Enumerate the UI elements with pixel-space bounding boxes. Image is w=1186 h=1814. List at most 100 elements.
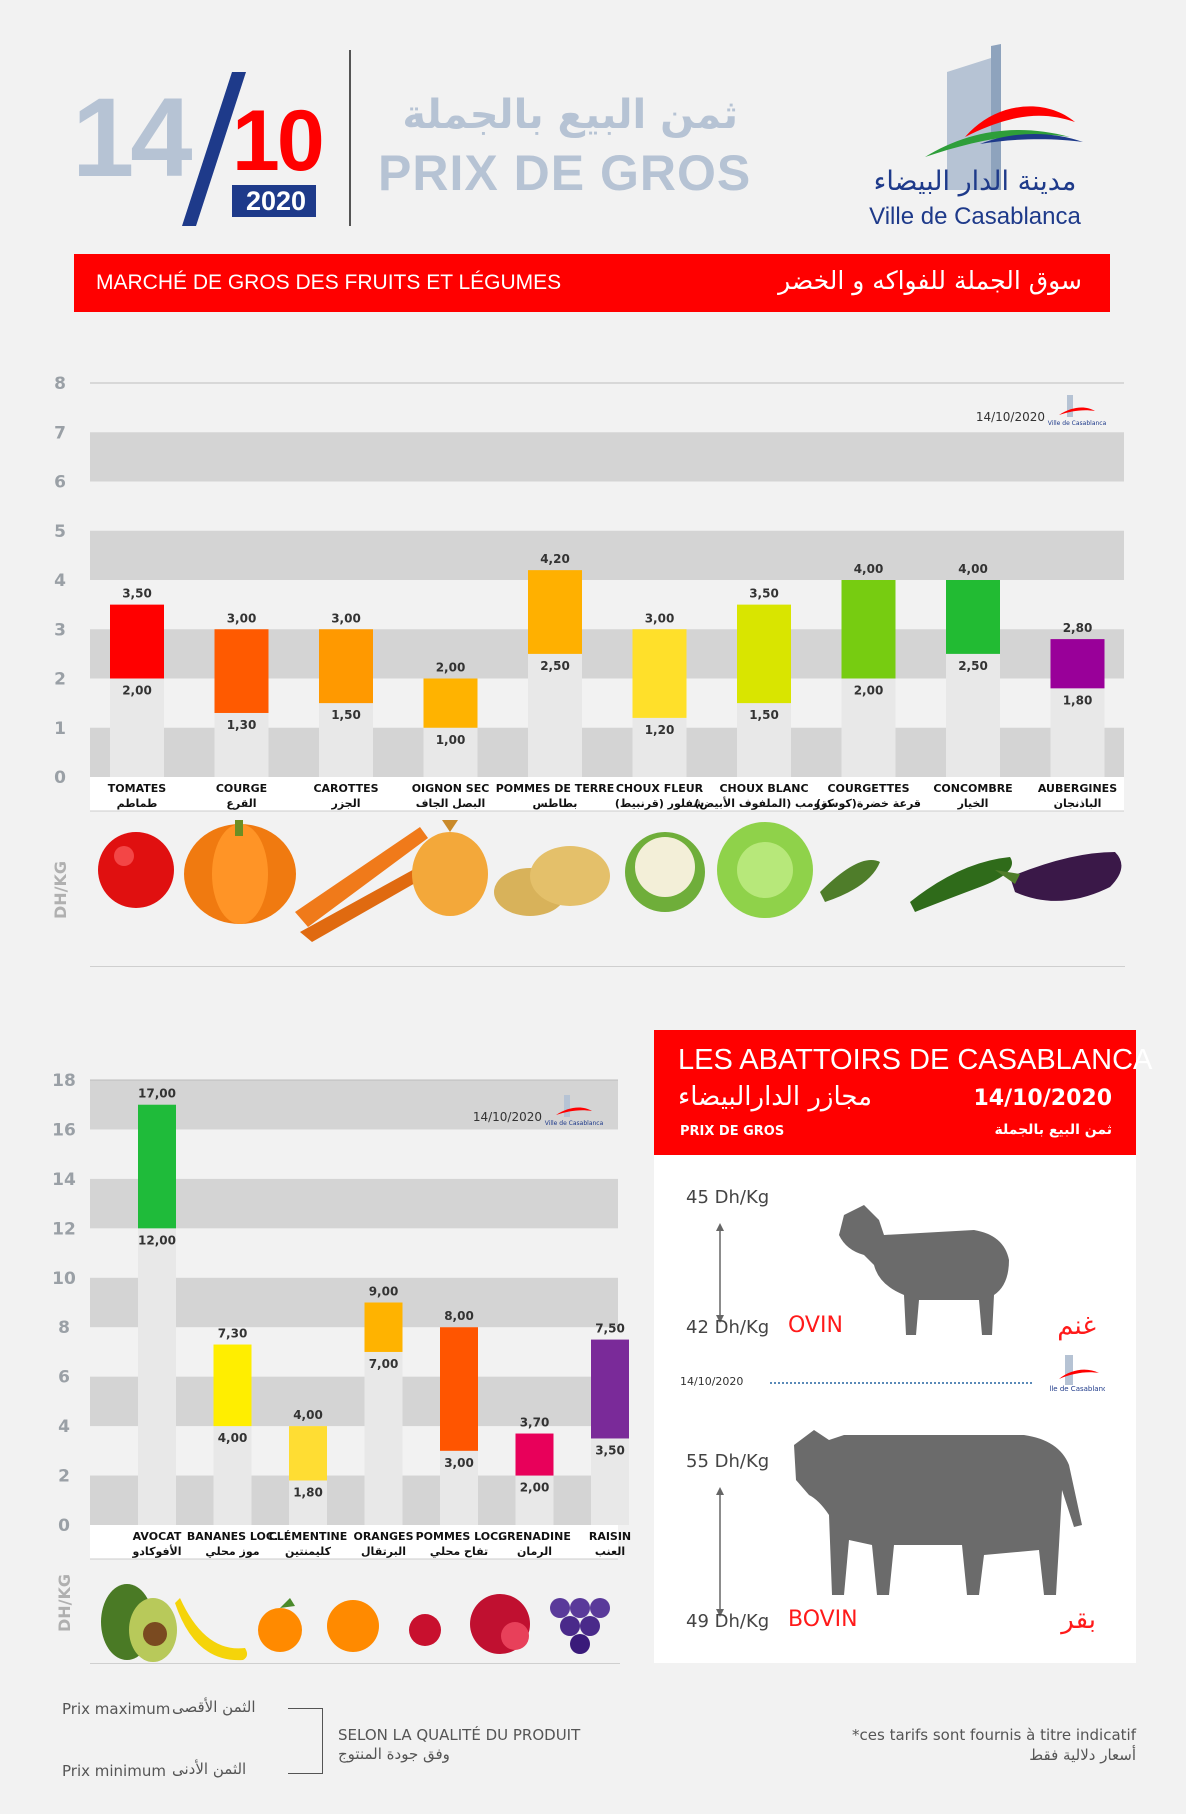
max-price-label: 4,00 bbox=[854, 562, 884, 576]
apple-icon bbox=[409, 1614, 441, 1646]
date-day: 14 bbox=[72, 75, 193, 200]
category-label-ar: العنب bbox=[595, 1545, 625, 1558]
price-range-bar bbox=[289, 1426, 327, 1481]
min-price-bar bbox=[515, 1475, 554, 1525]
fruit-images bbox=[101, 1584, 610, 1662]
min-price-bar bbox=[946, 653, 1000, 777]
max-price-label: 7,50 bbox=[595, 1322, 625, 1336]
min-price-bar bbox=[1050, 688, 1105, 777]
category-label-ar: البصل الجاف bbox=[416, 797, 486, 810]
svg-text:Ville de Casablanca: Ville de Casablanca bbox=[1049, 1385, 1105, 1393]
bovin-range-arrow-icon bbox=[716, 1487, 724, 1617]
bovin-name-ar: بقر bbox=[1061, 1605, 1096, 1635]
min-price-bar bbox=[138, 1228, 176, 1525]
category-label-fr: POMMES DE TERRE bbox=[496, 782, 615, 795]
category-label-ar: الرمان bbox=[517, 1545, 552, 1558]
category-label-fr: GRENADINE bbox=[498, 1530, 571, 1543]
category-label-ar: تفاح محلي bbox=[430, 1545, 488, 1558]
zucchini-icon bbox=[820, 860, 880, 902]
grid-band bbox=[90, 530, 1124, 580]
min-price-label: 1,80 bbox=[293, 1486, 323, 1500]
category-label-ar: الخيار bbox=[957, 797, 989, 810]
min-price-label: 12,00 bbox=[138, 1233, 176, 1247]
chart-date: 14/10/2020 bbox=[473, 1110, 542, 1124]
banana-icon bbox=[175, 1598, 248, 1661]
separator-date: 14/10/2020 bbox=[680, 1375, 744, 1388]
tomato-icon bbox=[98, 832, 174, 908]
min-price-label: 3,50 bbox=[595, 1443, 625, 1457]
grid-band bbox=[90, 1080, 618, 1130]
legend-max-fr: Prix maximum bbox=[62, 1700, 171, 1718]
legend-quality-fr: SELON LA QUALITÉ DU PRODUIT bbox=[338, 1726, 581, 1744]
ovin-min-price: 42 Dh/Kg bbox=[686, 1317, 770, 1338]
max-price-label: 8,00 bbox=[444, 1309, 474, 1323]
min-price-label: 2,00 bbox=[122, 684, 152, 698]
y-tick-label: 4 bbox=[58, 1417, 70, 1437]
min-price-label: 1,30 bbox=[227, 718, 257, 732]
category-label-fr: TOMATES bbox=[108, 782, 166, 795]
min-price-bar bbox=[110, 678, 164, 777]
category-label-fr: RAISIN bbox=[589, 1530, 631, 1543]
category-strip bbox=[90, 777, 1124, 811]
ovin-name-fr: OVIN bbox=[788, 1313, 843, 1338]
y-tick-label: 18 bbox=[52, 1071, 76, 1091]
min-price-label: 1,50 bbox=[749, 708, 779, 722]
category-label-ar: الجزر bbox=[330, 797, 360, 810]
category-label-fr: BANANES LOC. bbox=[187, 1530, 278, 1543]
legend-max-ar: الثمن الأقصى bbox=[172, 1698, 256, 1716]
y-unit-label: DH/KG bbox=[55, 1574, 74, 1632]
max-price-label: 3,00 bbox=[331, 611, 361, 625]
y-tick-label: 12 bbox=[52, 1219, 76, 1239]
category-label-fr: AVOCAT bbox=[133, 1530, 182, 1543]
max-price-label: 9,00 bbox=[369, 1285, 399, 1299]
date-month: 10 bbox=[232, 93, 325, 189]
chart-date: 14/10/2020 bbox=[976, 410, 1045, 424]
min-price-label: 2,50 bbox=[958, 659, 988, 673]
min-price-bar bbox=[213, 1426, 252, 1525]
y-tick-label: 2 bbox=[54, 670, 66, 690]
bovin-min-price: 49 Dh/Kg bbox=[686, 1611, 770, 1632]
price-range-bar bbox=[528, 570, 582, 654]
logo-tower bbox=[564, 1095, 570, 1117]
min-price-bar bbox=[528, 653, 582, 777]
fruit-section-bottom-rule bbox=[90, 1663, 620, 1664]
price-range-bar bbox=[440, 1327, 478, 1451]
bovin-name-fr: BOVIN bbox=[788, 1607, 858, 1632]
category-label-fr: CHOUX BLANC bbox=[719, 782, 808, 795]
y-tick-label: 8 bbox=[58, 1318, 70, 1338]
price-range-bar bbox=[213, 1344, 252, 1427]
y-tick-label: 0 bbox=[58, 1516, 70, 1536]
pomegranate-icon bbox=[470, 1594, 530, 1654]
min-price-label: 2,00 bbox=[854, 684, 884, 698]
category-label-ar: الأفوكادو bbox=[131, 1544, 181, 1558]
price-range-bar bbox=[515, 1433, 554, 1476]
min-price-bar bbox=[423, 727, 478, 777]
vegetable-price-chart: 0 1 2 3 4 5 6 7 8 14/10/2020 Ville de Casablanca DH… bbox=[51, 374, 1124, 919]
max-price-label: 3,00 bbox=[227, 611, 257, 625]
category-label-fr: ORANGES bbox=[353, 1530, 413, 1543]
veg-section-bottom-rule bbox=[90, 966, 1125, 967]
cauliflower-icon bbox=[625, 832, 705, 912]
abattoirs-panel: 45 Dh/Kg 42 Dh/Kg OVIN غنم 14/10/2020 Vi… bbox=[654, 1155, 1136, 1663]
date-year: 2020 bbox=[245, 186, 307, 216]
logo-text-french: Ville de Casablanca bbox=[869, 203, 1081, 230]
max-price-label: 3,50 bbox=[749, 587, 779, 601]
category-label-ar: البرتقال bbox=[361, 1545, 406, 1558]
category-label-fr: CHOUX FLEUR bbox=[616, 782, 704, 795]
y-tick-label: 14 bbox=[52, 1170, 76, 1190]
footnote-ar: أسعار دلالية فقط bbox=[1029, 1746, 1136, 1764]
avocado-icon bbox=[101, 1584, 177, 1662]
price-range-bar bbox=[737, 604, 791, 704]
max-price-label: 3,50 bbox=[122, 587, 152, 601]
category-label-fr: CAROTTES bbox=[313, 782, 378, 795]
category-label-ar: كليمنتين bbox=[285, 1545, 332, 1558]
max-price-label: 2,00 bbox=[436, 661, 466, 675]
clementine-icon bbox=[258, 1598, 302, 1652]
min-price-label: 1,20 bbox=[645, 723, 675, 737]
orange-icon bbox=[327, 1600, 379, 1652]
max-price-label: 3,00 bbox=[645, 611, 675, 625]
max-price-label: 7,30 bbox=[218, 1327, 248, 1341]
header-divider bbox=[349, 50, 351, 226]
small-logo-icon: Ville de Casablanca bbox=[1048, 395, 1107, 427]
y-tick-label: 5 bbox=[54, 522, 66, 542]
